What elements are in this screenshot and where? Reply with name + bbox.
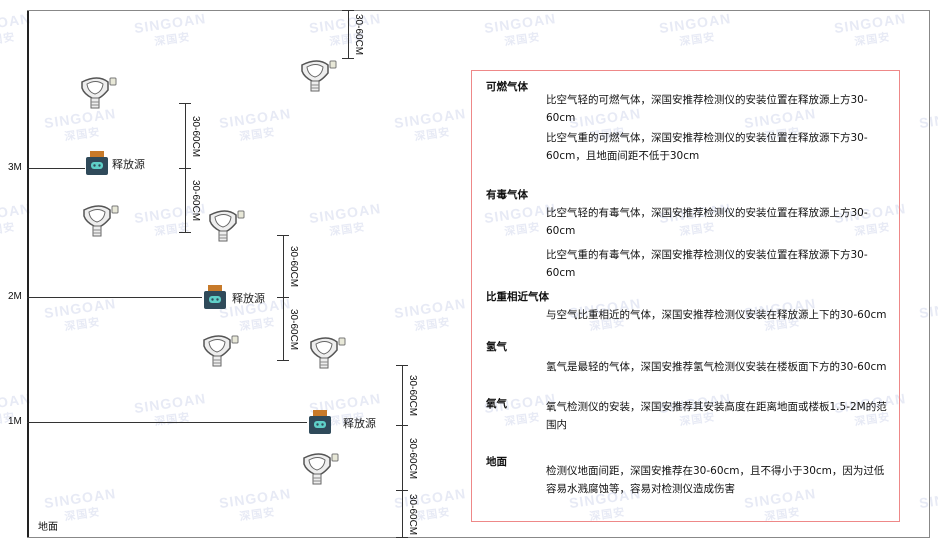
gas-detector-icon	[206, 205, 246, 245]
dimension-line	[348, 10, 349, 58]
dimension-line	[402, 425, 403, 490]
section-text: 比空气轻的可燃气体，深国安推荐检测仪的安装位置在释放源上方30-60cm	[546, 94, 868, 124]
release-source-icon	[202, 284, 228, 310]
dimension-line	[402, 365, 403, 425]
level-3m-line	[27, 168, 85, 169]
release-source-icon	[84, 150, 110, 176]
level-1m-line	[27, 422, 307, 423]
gas-detector-icon	[307, 332, 347, 372]
level-2m-line	[27, 297, 202, 298]
info-panel: 可燃气体比空气轻的可燃气体，深国安推荐检测仪的安装位置在释放源上方30-60cm…	[471, 70, 900, 522]
section-text: 比空气重的可燃气体，深国安推荐检测仪的安装位置在释放源下方30-60cm，且地面…	[546, 132, 868, 162]
section-text: 检测仪地面间距，深国安推荐在30-60cm，且不得小于30cm，因为过低容易水溅…	[546, 465, 885, 495]
dimension-tick	[179, 168, 191, 169]
dimension-label: 30-60CM	[288, 308, 299, 350]
dimension-tick	[277, 235, 289, 236]
dimension-tick	[342, 58, 354, 59]
ground-line	[27, 537, 930, 538]
level-2m: 2M	[8, 291, 22, 302]
section-title: 氧气	[486, 398, 507, 410]
section-text: 比空气重的有毒气体，深国安推荐检测仪的安装位置在释放源下方30-60cm	[546, 249, 868, 279]
dimension-tick	[396, 365, 408, 366]
ceiling-line	[27, 10, 930, 11]
dimension-label: 30-60CM	[353, 14, 364, 56]
dimension-line	[185, 168, 186, 232]
dimension-label: 30-60CM	[407, 375, 418, 417]
section-title: 地面	[486, 456, 507, 468]
section-text: 氧气检测仪的安装，深国安推荐其安装高度在距离地面或楼板1.5-2M的范围内	[546, 401, 887, 431]
dimension-line	[402, 490, 403, 537]
dimension-line	[185, 103, 186, 168]
dimension-tick	[277, 297, 289, 298]
release-source-label: 释放源	[112, 158, 145, 171]
gas-detector-icon	[298, 55, 338, 95]
dimension-label: 30-60CM	[288, 246, 299, 288]
dimension-label: 30-60CM	[190, 115, 201, 157]
dimension-tick	[342, 10, 354, 11]
wall-line	[27, 10, 29, 537]
dimension-tick	[179, 232, 191, 233]
section-title: 有毒气体	[486, 189, 528, 201]
release-source-label: 释放源	[343, 417, 376, 430]
level-3m: 3M	[8, 162, 22, 173]
gas-detector-icon	[78, 72, 118, 112]
dimension-tick	[179, 103, 191, 104]
dimension-line	[283, 297, 284, 360]
section-text: 比空气轻的有毒气体，深国安推荐检测仪的安装位置在释放源上方30-60cm	[546, 207, 868, 237]
section-title: 可燃气体	[486, 81, 528, 93]
dimension-line	[283, 235, 284, 297]
dimension-tick	[277, 360, 289, 361]
dimension-tick	[396, 537, 408, 538]
level-1m: 1M	[8, 416, 22, 427]
ground-label: 地面	[38, 522, 58, 533]
gas-detector-icon	[300, 448, 340, 488]
dimension-tick	[396, 490, 408, 491]
dimension-label: 30-60CM	[407, 437, 418, 479]
dimension-label: 30-60CM	[407, 493, 418, 535]
section-text: 氢气是最轻的气体，深国安推荐氢气检测仪安装在楼板面下方的30-60cm	[546, 361, 887, 373]
right-border	[929, 10, 930, 537]
section-title: 氢气	[486, 341, 507, 353]
section-title: 比重相近气体	[486, 291, 549, 303]
release-source-label: 释放源	[232, 292, 265, 305]
gas-detector-icon	[200, 330, 240, 370]
section-text: 与空气比重相近的气体，深国安推荐检测仪安装在释放源上下的30-60cm	[546, 309, 887, 321]
gas-detector-icon	[80, 200, 120, 240]
dimension-label: 30-60CM	[190, 180, 201, 222]
dimension-tick	[396, 425, 408, 426]
release-source-icon	[307, 409, 333, 435]
